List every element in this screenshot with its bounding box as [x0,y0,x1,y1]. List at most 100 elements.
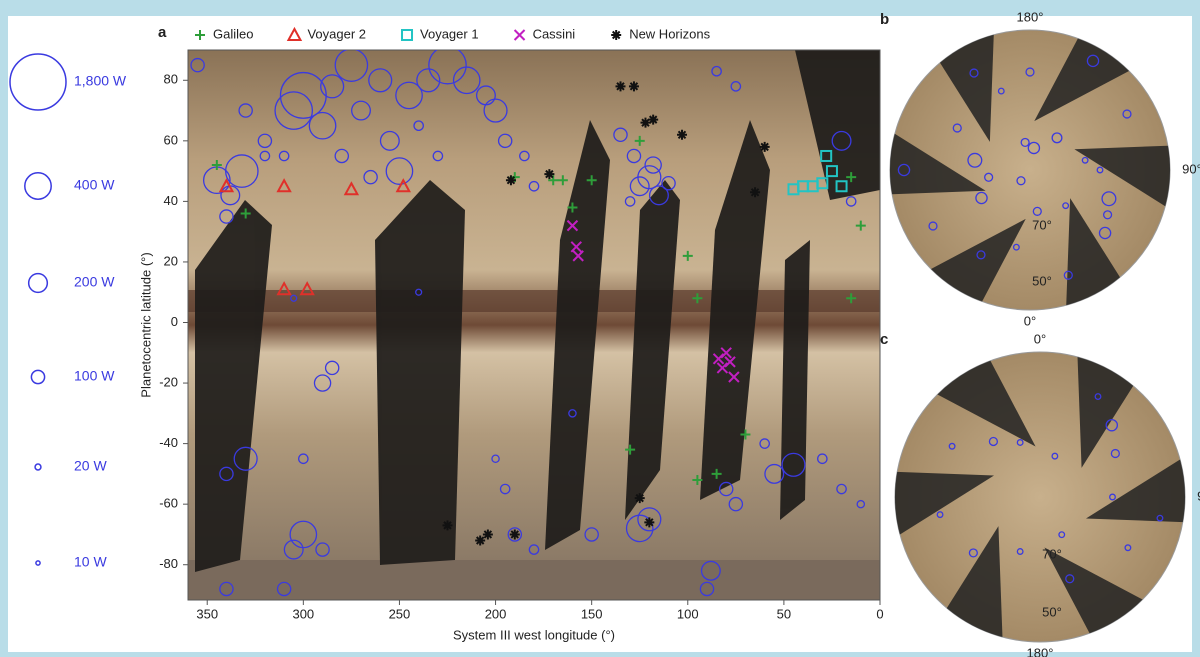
panel-label: c [880,331,888,348]
data-point [491,454,500,464]
plot-frame [187,49,881,601]
data-point [897,163,911,177]
data-point [334,50,369,82]
data-point [1122,109,1132,119]
y-tick-label: -60 [159,496,178,511]
data-point [276,178,292,193]
coverage-gap [946,526,1003,638]
legend-label: Voyager 1 [420,26,479,41]
data-point [572,250,584,262]
data-point [257,133,273,149]
coverage-gap [940,34,994,142]
data-point [699,581,715,597]
data-point [1110,448,1120,459]
y-tick-label: 20 [164,253,178,268]
y-tick-label: -40 [159,435,178,450]
size-legend-marker [34,463,42,471]
data-point [298,453,309,465]
data-point [997,87,1005,95]
size-legend-marker [30,369,46,385]
data-point [661,175,676,191]
coverage-gap [895,471,995,535]
data-point [728,371,740,383]
data-point [218,178,235,193]
data-point [948,442,956,450]
legend-label: Voyager 2 [307,26,366,41]
data-point [274,91,314,130]
data-point [700,560,721,581]
data-point [211,160,222,171]
data-point [452,66,481,95]
data-point [648,114,659,125]
size-legend-label: 200 W [74,274,115,290]
data-point [629,176,650,197]
coverage-gap [1066,198,1120,306]
data-point [428,50,467,85]
data-point [351,100,371,121]
data-point [1025,67,1035,77]
data-point [967,152,983,168]
data-point [570,241,582,253]
data-point [1101,191,1117,207]
data-point [835,180,848,193]
legend-marker [401,29,414,41]
data-point [483,98,508,123]
data-point [640,117,651,128]
data-point [625,444,636,455]
data-point [1016,176,1026,186]
data-point [395,178,411,193]
size-legend-label: 1,800 W [74,73,127,89]
data-point [1105,418,1119,432]
legend-marker [195,30,205,40]
data-point [836,483,847,495]
data-point [846,293,857,304]
data-point [820,149,833,162]
data-point [716,362,729,374]
data-point [416,68,441,93]
legend-marker [611,30,622,40]
data-point [845,196,857,207]
data-point [1051,452,1059,460]
data-point [544,169,555,180]
data-point [584,527,599,542]
data-point [557,175,568,186]
data-point [413,120,424,132]
data-point [1065,574,1075,584]
x-tick-label: 300 [292,606,314,621]
data-point [846,172,857,183]
data-point [692,293,703,304]
data-point [368,68,393,93]
coverage-gap [1077,356,1134,468]
data-point [806,180,819,193]
data-point [628,81,639,92]
data-point [334,148,350,164]
x-tick-label: 200 [485,606,507,621]
data-point [677,129,688,140]
data-point [1016,439,1024,446]
data-point [363,169,378,185]
data-point [278,150,290,162]
data-point [730,81,742,92]
coverage-gap [1044,547,1143,634]
data-point [976,250,986,260]
data-point [637,507,662,532]
data-point [637,165,662,190]
x-tick-label: 350 [196,606,218,621]
polar-backgrounds [889,29,1186,643]
angle-tick-label: 180° [1017,9,1044,24]
angle-tick-label: 0° [1034,331,1046,346]
data-point [720,347,732,359]
radial-tick-label: 70° [1032,217,1052,232]
data-point [482,529,493,540]
data-point [1109,493,1116,501]
y-tick-label: -80 [159,556,178,571]
data-point [682,250,693,261]
data-point [728,496,744,512]
size-legend-marker [27,272,49,294]
data-point [276,281,292,296]
size-legend-marker [35,560,41,566]
map-points [190,50,866,597]
data-point [1156,514,1164,522]
data-point [567,202,578,213]
data-point [385,157,414,185]
